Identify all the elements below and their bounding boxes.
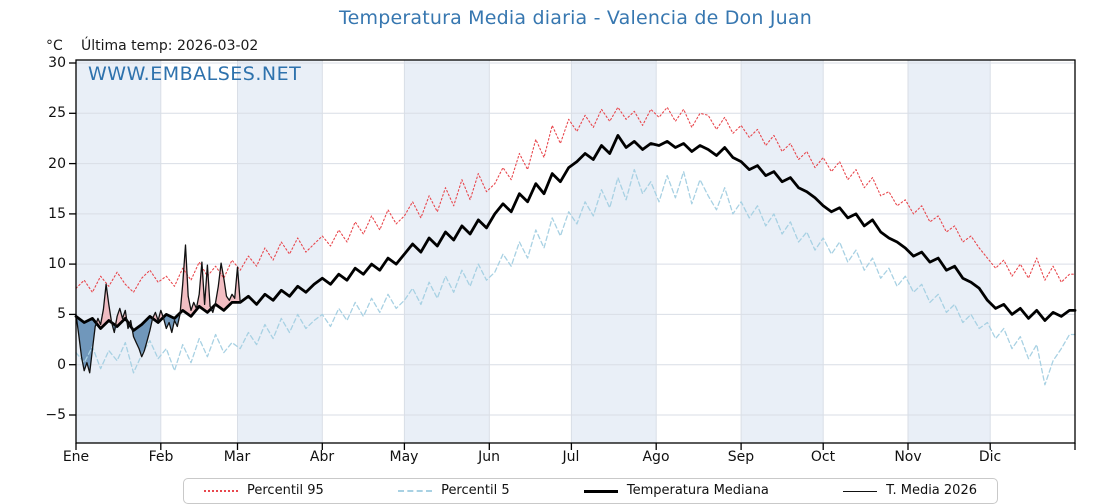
month-band <box>404 60 490 443</box>
x-tick-label: Feb <box>148 449 174 465</box>
x-tick-label: May <box>389 449 419 465</box>
legend-item-temperatura-mediana: Temperatura Mediana <box>583 482 769 500</box>
y-tick-label: 25 <box>48 105 66 121</box>
y-tick-label: 10 <box>48 256 66 272</box>
legend-label-t-media-2026: T. Media 2026 <box>886 482 977 498</box>
month-band <box>571 60 657 443</box>
month-band <box>741 60 824 443</box>
x-tick-label: Jul <box>562 449 580 465</box>
legend-item-percentil-95: Percentil 95 <box>204 483 324 500</box>
x-tick-label: Jun <box>478 449 500 465</box>
temperatura-mediana-line-sample-icon <box>583 489 618 493</box>
y-tick-label: 5 <box>57 306 66 322</box>
percentil-95-line <box>75 106 1076 293</box>
x-tick-label: Oct <box>810 449 836 465</box>
x-tick-label: Mar <box>223 449 251 465</box>
percentil-95-line-sample-icon <box>204 490 238 492</box>
y-tick-label: 30 <box>48 55 66 71</box>
t-media-2026-line-sample-icon <box>843 490 878 492</box>
y-tick-label: −5 <box>45 407 66 423</box>
legend-label-percentil-5: Percentil 5 <box>441 482 510 498</box>
legend-label-temperatura-mediana: Temperatura Mediana <box>626 482 769 498</box>
legend: Percentil 95 Percentil 5 Temperatura Med… <box>183 478 998 504</box>
legend-item-t-media-2026: T. Media 2026 <box>843 483 977 500</box>
x-tick-label: Nov <box>894 449 922 465</box>
fill-above-median <box>76 245 241 331</box>
x-tick-label: Ago <box>642 449 670 465</box>
y-tick-label: 0 <box>57 357 66 373</box>
t-media-2026-line <box>75 244 241 374</box>
legend-label-percentil-95: Percentil 95 <box>247 482 324 498</box>
plot-frame <box>75 59 1076 444</box>
x-tick-label: Dic <box>978 449 1002 465</box>
x-tick-label: Ene <box>62 449 90 465</box>
legend-item-percentil-5: Percentil 5 <box>398 483 510 500</box>
month-band <box>237 60 323 443</box>
y-tick-label: 15 <box>48 206 66 222</box>
percentil-5-line <box>75 168 1076 386</box>
last-temp-annotation: Última temp: 2026-03-02 <box>81 38 259 54</box>
watermark: WWW.EMBALSES.NET <box>88 63 302 85</box>
temperatura-mediana-line <box>74 133 1077 332</box>
percentil-5-line-sample-icon <box>398 490 433 492</box>
y-axis-unit-label: °C <box>46 38 63 54</box>
y-tick-label: 20 <box>48 156 66 172</box>
x-tick-label: Sep <box>727 449 755 465</box>
month-band <box>76 60 161 443</box>
x-tick-label: Abr <box>309 449 335 465</box>
chart-title: Temperatura Media diaria - Valencia de D… <box>339 7 812 29</box>
